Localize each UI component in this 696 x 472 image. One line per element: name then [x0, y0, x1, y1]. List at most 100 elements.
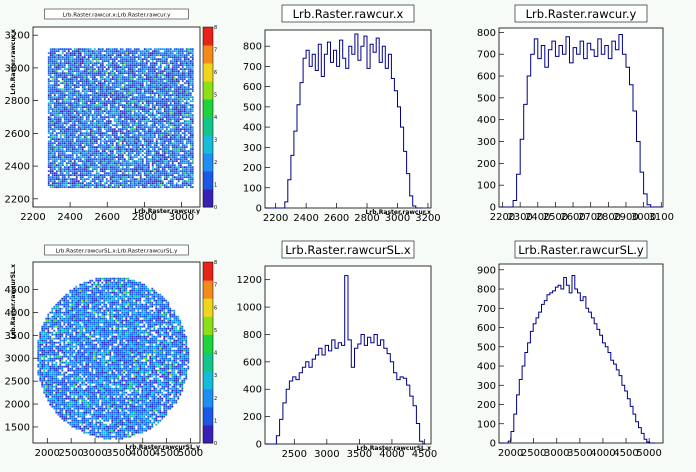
y-tick-label: 800 — [477, 285, 496, 296]
title-box — [44, 8, 189, 20]
x-tick-label: 3000 — [385, 213, 410, 224]
colorbar-frame — [202, 261, 214, 444]
y-tick-label: 100 — [477, 181, 496, 192]
colorbar-tick-label: 8 — [214, 25, 217, 31]
histogram-line — [499, 275, 656, 444]
y-tick-label: 2000 — [5, 400, 30, 411]
y-tick-label: 800 — [243, 330, 262, 341]
colorbar-segment — [203, 81, 213, 100]
colorbar-segment — [203, 63, 213, 82]
histogram-line — [266, 33, 422, 209]
y-tick-label: 300 — [477, 137, 496, 148]
colorbar-segment — [203, 406, 213, 426]
plot-frame — [498, 27, 664, 208]
y-tick-label: 2600 — [5, 129, 30, 140]
y-tick-label: 2400 — [5, 162, 30, 173]
x-tick-label: 4500 — [613, 448, 638, 459]
colorbar-segment — [203, 280, 213, 299]
x-tick-label: 2200 — [263, 213, 288, 224]
x-tick-label: 3200 — [415, 213, 440, 224]
x-tick-label: 2500 — [543, 212, 568, 223]
y-tick-label: 600 — [477, 72, 496, 83]
x-tick-label: 5000 — [178, 448, 203, 459]
colorbar-segment — [203, 262, 213, 281]
colorbar-tick-label: 1 — [214, 183, 217, 189]
chart-title: Lrb.Raster.rawcurSL.x — [285, 243, 411, 257]
colorbar-segment — [203, 135, 213, 154]
x-tick-label: 2200 — [20, 212, 45, 223]
x-tick-label: 5000 — [636, 448, 661, 459]
x-tick-label: 2600 — [560, 212, 585, 223]
chart-title: Lrb.Raster.rawcur.x:Lrb.Raster.rawcur.y — [63, 13, 171, 19]
y-tick-label: 3000 — [5, 63, 30, 74]
colorbar-segment — [203, 189, 213, 208]
x-tick-label: 3100 — [649, 212, 674, 223]
y-tick-label: 100 — [243, 183, 262, 194]
x-tick-label: 2900 — [613, 212, 638, 223]
y-tick-label: 500 — [477, 342, 496, 353]
x-tick-label: 4000 — [130, 448, 155, 459]
y-tick-label: 0 — [256, 204, 262, 215]
y-tick-label: 1500 — [5, 422, 30, 433]
x-tick-label: 2500 — [521, 448, 546, 459]
x-tick-label: 2600 — [94, 212, 119, 223]
x-tick-label: 3000 — [82, 448, 107, 459]
y-tick-label: 800 — [477, 28, 496, 39]
x-tick-label: 3000 — [544, 448, 569, 459]
colorbar-tick-label: 7 — [214, 48, 217, 54]
y-tick-label: 200 — [243, 163, 262, 174]
title-box — [514, 240, 648, 259]
x-tick-label: 2300 — [507, 212, 532, 223]
colorbar-segment — [203, 424, 213, 444]
chart-title: Lrb.Raster.rawcurSL.y — [518, 243, 644, 257]
colorbar-tick-label: 0 — [214, 441, 217, 447]
title-box — [44, 244, 189, 256]
y-tick-label: 600 — [243, 82, 262, 93]
y-tick-label: 2500 — [5, 377, 30, 388]
colorbar-tick-label: 1 — [214, 418, 217, 424]
colorbar-segment — [203, 45, 213, 64]
chart-title: Lrb.Raster.rawcur.x — [293, 7, 404, 21]
colorbar-tick-label: 4 — [214, 351, 217, 357]
y-tick-label: 2200 — [5, 194, 30, 205]
plot-frame — [498, 263, 664, 444]
title-box — [281, 4, 415, 23]
colorbar-segment — [203, 352, 213, 372]
x-tick-label: 2200 — [490, 212, 515, 223]
x-tick-label: 2400 — [57, 212, 82, 223]
y-tick-label: 3000 — [5, 354, 30, 365]
y-tick-label: 600 — [477, 323, 496, 334]
y-tick-label: 700 — [477, 50, 496, 61]
y-tick-label: 4500 — [5, 285, 30, 296]
colorbar-segment — [203, 370, 213, 390]
y-tick-label: 2800 — [5, 96, 30, 107]
colorbar-tick-label: 7 — [214, 283, 217, 289]
title-box — [514, 4, 648, 23]
y-tick-label: 1200 — [237, 275, 262, 286]
x-tick-label: 2000 — [498, 448, 523, 459]
x-tick-label: 3000 — [314, 449, 339, 460]
y-tick-label: 3200 — [5, 31, 30, 42]
panel-hist-rawcur-x: 2200 2400 2600 2800 3000 3200 0 100 200 300 400 500… — [243, 4, 441, 224]
x-tick-label: 3500 — [106, 448, 131, 459]
y-axis-label: Lrb.Raster.rawcur.x — [10, 29, 17, 95]
x-tick-label: 2400 — [525, 212, 550, 223]
y-tick-label: 700 — [477, 304, 496, 315]
colorbar-segment — [203, 153, 213, 172]
y-tick-label: 1000 — [237, 303, 262, 314]
scatter-points — [37, 277, 190, 440]
colorbar-tick-label: 5 — [214, 328, 217, 334]
y-tick-label: 300 — [477, 381, 496, 392]
y-tick-label: 200 — [477, 159, 496, 170]
colorbar-segment — [203, 334, 213, 353]
colorbar-segment — [203, 316, 213, 335]
y-tick-label: 800 — [243, 42, 262, 53]
panel-hist-rawcursl-x: 2500 3000 3500 4000 4500 0 200 400 600 800 1000 120… — [237, 240, 437, 460]
histogram-line — [266, 275, 427, 445]
y-tick-label: 300 — [243, 143, 262, 154]
colorbar-tick-label: 8 — [214, 260, 217, 266]
title-box — [281, 240, 415, 259]
x-axis-label: Lrb.Raster.rawcurSL.y — [125, 444, 200, 451]
x-axis-label: Lrb.Raster.rawcur.x — [365, 209, 431, 216]
